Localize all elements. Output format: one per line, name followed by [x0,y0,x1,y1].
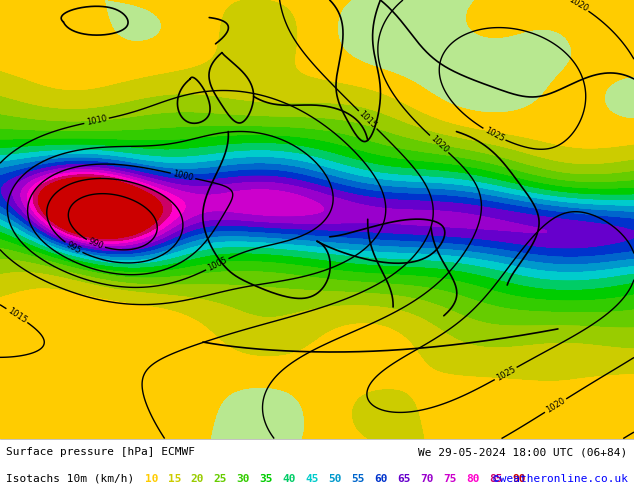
Text: 60: 60 [375,474,388,484]
Text: 1020: 1020 [544,396,567,415]
Text: 990: 990 [87,237,105,251]
Text: 1000: 1000 [172,169,194,183]
Text: 50: 50 [328,474,342,484]
Text: 1025: 1025 [483,125,506,144]
Text: 85: 85 [489,474,503,484]
Text: 1005: 1005 [206,255,229,273]
Text: ©weatheronline.co.uk: ©weatheronline.co.uk [493,474,628,484]
Text: 40: 40 [283,474,296,484]
Text: 30: 30 [236,474,250,484]
Text: 20: 20 [191,474,204,484]
Text: Surface pressure [hPa] ECMWF: Surface pressure [hPa] ECMWF [6,447,195,458]
Text: 75: 75 [444,474,457,484]
Text: 80: 80 [467,474,480,484]
Text: 10: 10 [145,474,158,484]
Text: 1025: 1025 [495,365,517,383]
Text: 55: 55 [352,474,365,484]
Text: 70: 70 [421,474,434,484]
Text: Isotachs 10m (km/h): Isotachs 10m (km/h) [6,474,134,484]
Text: 1015: 1015 [357,109,378,130]
Text: 45: 45 [306,474,319,484]
Text: 90: 90 [513,474,526,484]
Text: 15: 15 [167,474,181,484]
Text: 35: 35 [259,474,273,484]
Text: We 29-05-2024 18:00 UTC (06+84): We 29-05-2024 18:00 UTC (06+84) [418,447,628,458]
Text: 995: 995 [65,240,83,256]
Text: 1010: 1010 [86,114,108,127]
Text: 25: 25 [214,474,227,484]
Text: 1020: 1020 [567,0,589,14]
Text: 1015: 1015 [6,306,28,325]
Text: 1020: 1020 [429,134,450,154]
Text: 65: 65 [398,474,411,484]
